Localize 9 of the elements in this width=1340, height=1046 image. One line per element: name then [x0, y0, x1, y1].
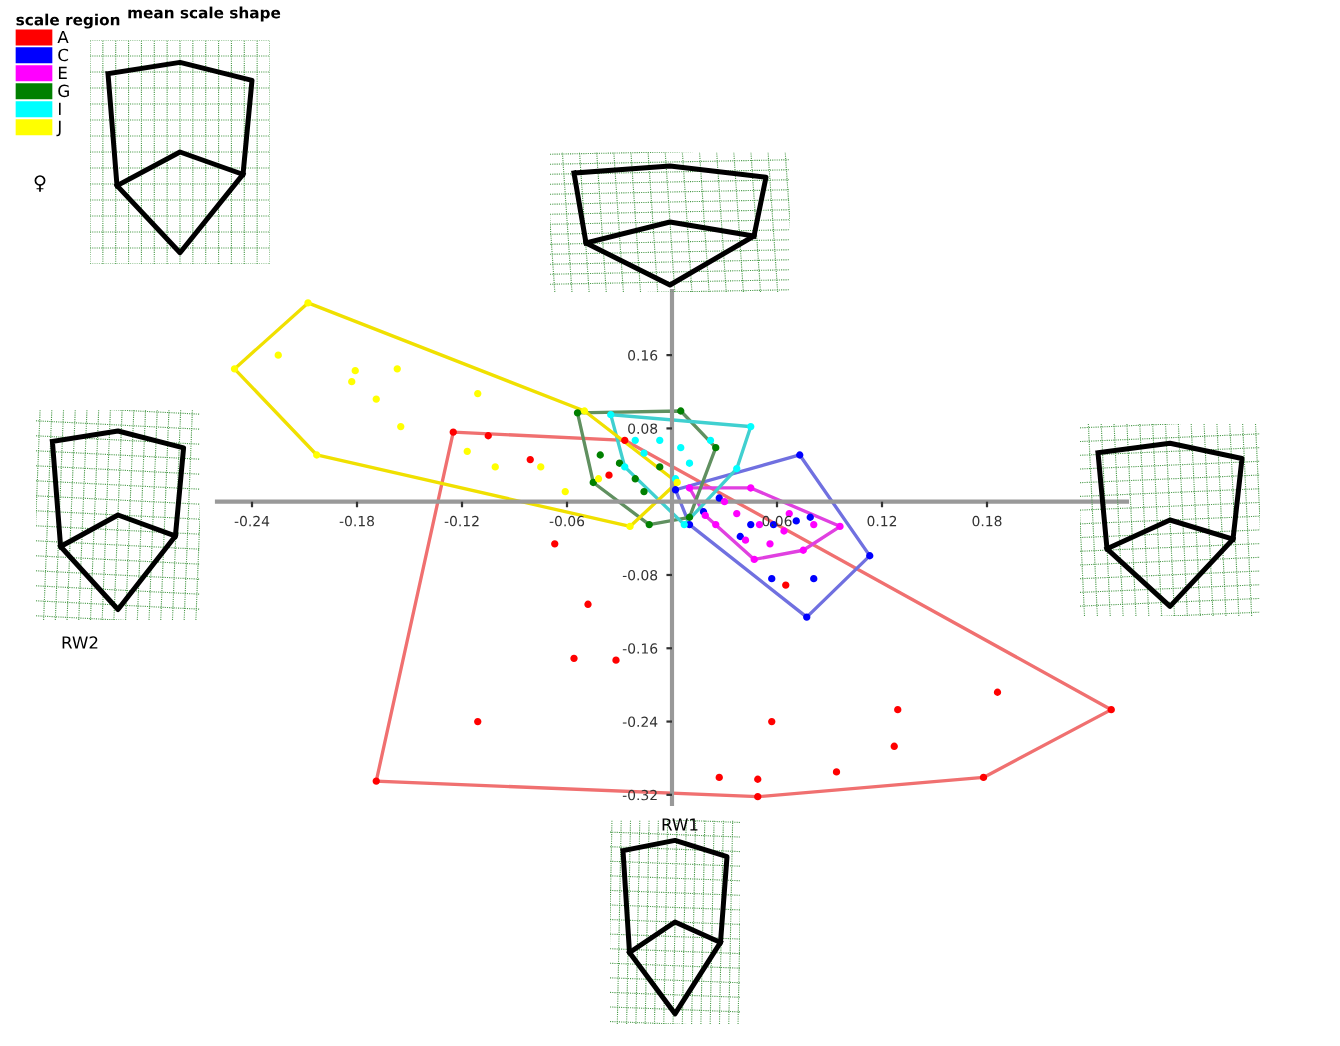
- legend-label: E: [58, 66, 67, 79]
- legend-label: J: [56, 120, 61, 137]
- x-axis-title: RW1: [662, 818, 698, 831]
- text: RW2: [62, 636, 98, 649]
- legend-label: I: [58, 102, 61, 115]
- legend-label: G: [58, 84, 69, 98]
- text: ♀: [34, 175, 46, 192]
- legend-label: C: [58, 48, 69, 62]
- legend-label: A: [57, 30, 69, 44]
